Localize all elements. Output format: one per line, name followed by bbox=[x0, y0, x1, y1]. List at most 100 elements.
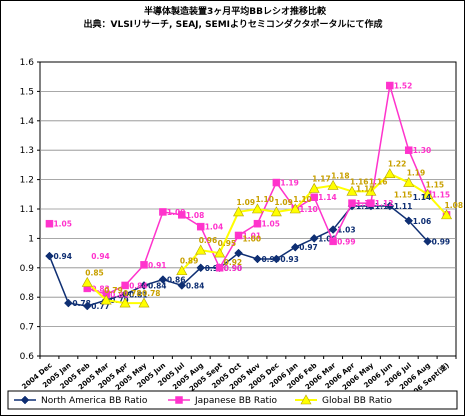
japanese-bb-ratio-data-label: 1.12 bbox=[356, 199, 375, 208]
global-bb-ratio-data-label: 1.19 bbox=[407, 169, 426, 178]
global-bb-ratio-point bbox=[100, 294, 112, 305]
japanese-bb-ratio-data-label: 0.91 bbox=[148, 261, 167, 270]
japanese-bb-ratio-data-label: 1.05 bbox=[261, 220, 280, 229]
global-bb-ratio-data-label: 1.15 bbox=[426, 180, 445, 189]
north-america-bb-ratio-data-label: 0.99 bbox=[432, 237, 451, 246]
north-america-bb-ratio-data-label: 0.84 bbox=[186, 281, 205, 290]
north-america-bb-ratio-legend-marker bbox=[20, 395, 30, 405]
global-bb-ratio-data-label: 0.95 bbox=[218, 239, 237, 248]
chart-title: 半導体製造装置3ヶ月平均BBレシオ推移比較 bbox=[144, 5, 327, 17]
north-america-bb-ratio-point bbox=[404, 216, 414, 226]
global-bb-ratio-point bbox=[403, 176, 415, 187]
japanese-bb-ratio-point bbox=[386, 81, 394, 90]
global-bb-ratio-point bbox=[251, 203, 263, 214]
legend-box bbox=[7, 390, 458, 410]
global-bb-ratio-data-label: 0.78 bbox=[123, 289, 142, 298]
north-america-bb-ratio-data-label: 1.06 bbox=[413, 217, 432, 226]
japanese-bb-ratio-point bbox=[178, 211, 186, 219]
global-bb-ratio-point bbox=[365, 185, 377, 196]
japanese-bb-ratio-legend-marker bbox=[175, 396, 183, 404]
japanese-bb-ratio-data-label: 1.19 bbox=[280, 179, 299, 188]
north-america-bb-ratio-data-label: 0.93 bbox=[280, 255, 299, 264]
japanese-bb-ratio-point bbox=[310, 193, 318, 201]
y-tick-label: 1.5 bbox=[20, 87, 34, 97]
japanese-bb-ratio-point bbox=[121, 281, 129, 290]
y-tick-label: 1.3 bbox=[20, 146, 34, 156]
y-tick-label: 0.9 bbox=[20, 264, 35, 274]
y-tick-label: 1.4 bbox=[20, 117, 35, 127]
japanese-bb-ratio-data-label: 1.01 bbox=[243, 231, 262, 240]
north-america-bb-ratio-data-label: 1.11 bbox=[356, 202, 375, 211]
north-america-bb-ratio-legend-label: North America BB Ratio bbox=[41, 396, 148, 406]
north-america-bb-ratio-point bbox=[423, 236, 432, 246]
north-america-bb-ratio-point bbox=[177, 281, 187, 290]
global-bb-ratio-point bbox=[289, 203, 301, 214]
japanese-bb-ratio-data-label: 1.09 bbox=[167, 208, 186, 217]
global-bb-ratio-point bbox=[176, 265, 188, 276]
north-america-bb-ratio-point bbox=[196, 263, 206, 273]
japanese-bb-ratio-point bbox=[159, 208, 167, 216]
japanese-bb-ratio-point bbox=[329, 237, 337, 246]
japanese-bb-ratio-data-label: 0.90 bbox=[224, 264, 243, 273]
north-america-bb-ratio-point bbox=[234, 248, 243, 258]
global-bb-ratio-point bbox=[441, 209, 453, 220]
data-label: 0.92 bbox=[224, 258, 243, 267]
global-bb-ratio-data-label: 1.10 bbox=[293, 195, 312, 204]
north-america-bb-ratio-data-label: 0.86 bbox=[167, 276, 186, 285]
global-bb-ratio-point bbox=[138, 297, 150, 308]
japanese-bb-ratio-data-label: 1.04 bbox=[205, 223, 224, 232]
north-america-bb-ratio-point bbox=[64, 298, 73, 308]
japanese-bb-ratio-data-label: 1.30 bbox=[413, 146, 432, 155]
global-bb-ratio-point bbox=[195, 244, 207, 255]
global-bb-ratio-point bbox=[308, 182, 320, 193]
y-tick-label: 1.2 bbox=[20, 176, 34, 186]
global-bb-ratio-line bbox=[86, 281, 144, 305]
global-bb-ratio-point bbox=[346, 185, 358, 196]
north-america-bb-ratio-data-label: 0.90 bbox=[224, 264, 243, 273]
japanese-bb-ratio-data-label: 1.12 bbox=[375, 199, 394, 208]
global-bb-ratio-point bbox=[119, 297, 131, 308]
global-bb-ratio-point bbox=[214, 247, 226, 258]
north-america-bb-ratio-point bbox=[385, 201, 395, 211]
data-label: 1.00 bbox=[243, 234, 262, 243]
global-bb-ratio-point bbox=[270, 206, 282, 217]
japanese-bb-ratio-legend-label: Japanese BB Ratio bbox=[194, 396, 278, 406]
global-bb-ratio-data-label: 1.18 bbox=[331, 171, 350, 180]
japanese-bb-ratio-point bbox=[367, 199, 375, 207]
japanese-bb-ratio-point bbox=[215, 264, 224, 272]
global-bb-ratio-point bbox=[327, 179, 339, 190]
global-bb-ratio-point bbox=[81, 276, 93, 287]
japanese-bb-ratio-point bbox=[348, 199, 356, 207]
japanese-bb-ratio-point bbox=[404, 146, 413, 154]
japanese-bb-ratio-data-label: 1.15 bbox=[432, 190, 451, 199]
north-america-bb-ratio-point bbox=[139, 281, 149, 290]
y-tick-label: 0.7 bbox=[20, 323, 34, 333]
global-bb-ratio-data-label: 0.79 bbox=[104, 286, 123, 295]
y-tick-label: 0.6 bbox=[20, 352, 35, 362]
global-bb-ratio-data-label: 1.09 bbox=[274, 198, 293, 207]
japanese-bb-ratio-point bbox=[234, 231, 243, 240]
global-bb-ratio-data-label: 1.22 bbox=[388, 160, 407, 169]
north-america-bb-ratio-point bbox=[328, 225, 338, 234]
global-bb-ratio-point bbox=[384, 168, 396, 179]
global-bb-ratio-data-label: 0.78 bbox=[142, 289, 161, 298]
japanese-bb-ratio-data-label: 1.05 bbox=[53, 220, 72, 229]
data-label: 1.17 bbox=[356, 184, 375, 193]
japanese-bb-ratio-point bbox=[140, 261, 148, 269]
north-america-bb-ratio-data-label: 0.81 bbox=[129, 290, 148, 299]
japanese-bb-ratio-data-label: 0.84 bbox=[129, 281, 148, 290]
north-america-bb-ratio-point bbox=[253, 254, 262, 264]
y-tick-label: 1.1 bbox=[20, 205, 34, 215]
chart-subtitle: 出典：VLSIリサーチ, SEAJ, SEMIよりセミコンダクタポータルにて作成 bbox=[84, 18, 383, 30]
legend: North America BB Ratio Japanese BB Ratio G… bbox=[7, 390, 458, 410]
data-label: 1.15 bbox=[394, 190, 413, 199]
data-label: 1.14 bbox=[413, 193, 432, 202]
north-america-bb-ratio-data-label: 0.97 bbox=[299, 243, 318, 252]
north-america-bb-ratio-data-label: 0.93 bbox=[261, 255, 280, 264]
japanese-bb-ratio-point bbox=[272, 178, 281, 187]
north-america-bb-ratio-data-label: 1.03 bbox=[337, 226, 356, 235]
japanese-bb-ratio-line bbox=[87, 85, 448, 296]
japanese-bb-ratio-point bbox=[45, 219, 54, 228]
global-bb-ratio-data-label: 0.96 bbox=[199, 236, 218, 245]
